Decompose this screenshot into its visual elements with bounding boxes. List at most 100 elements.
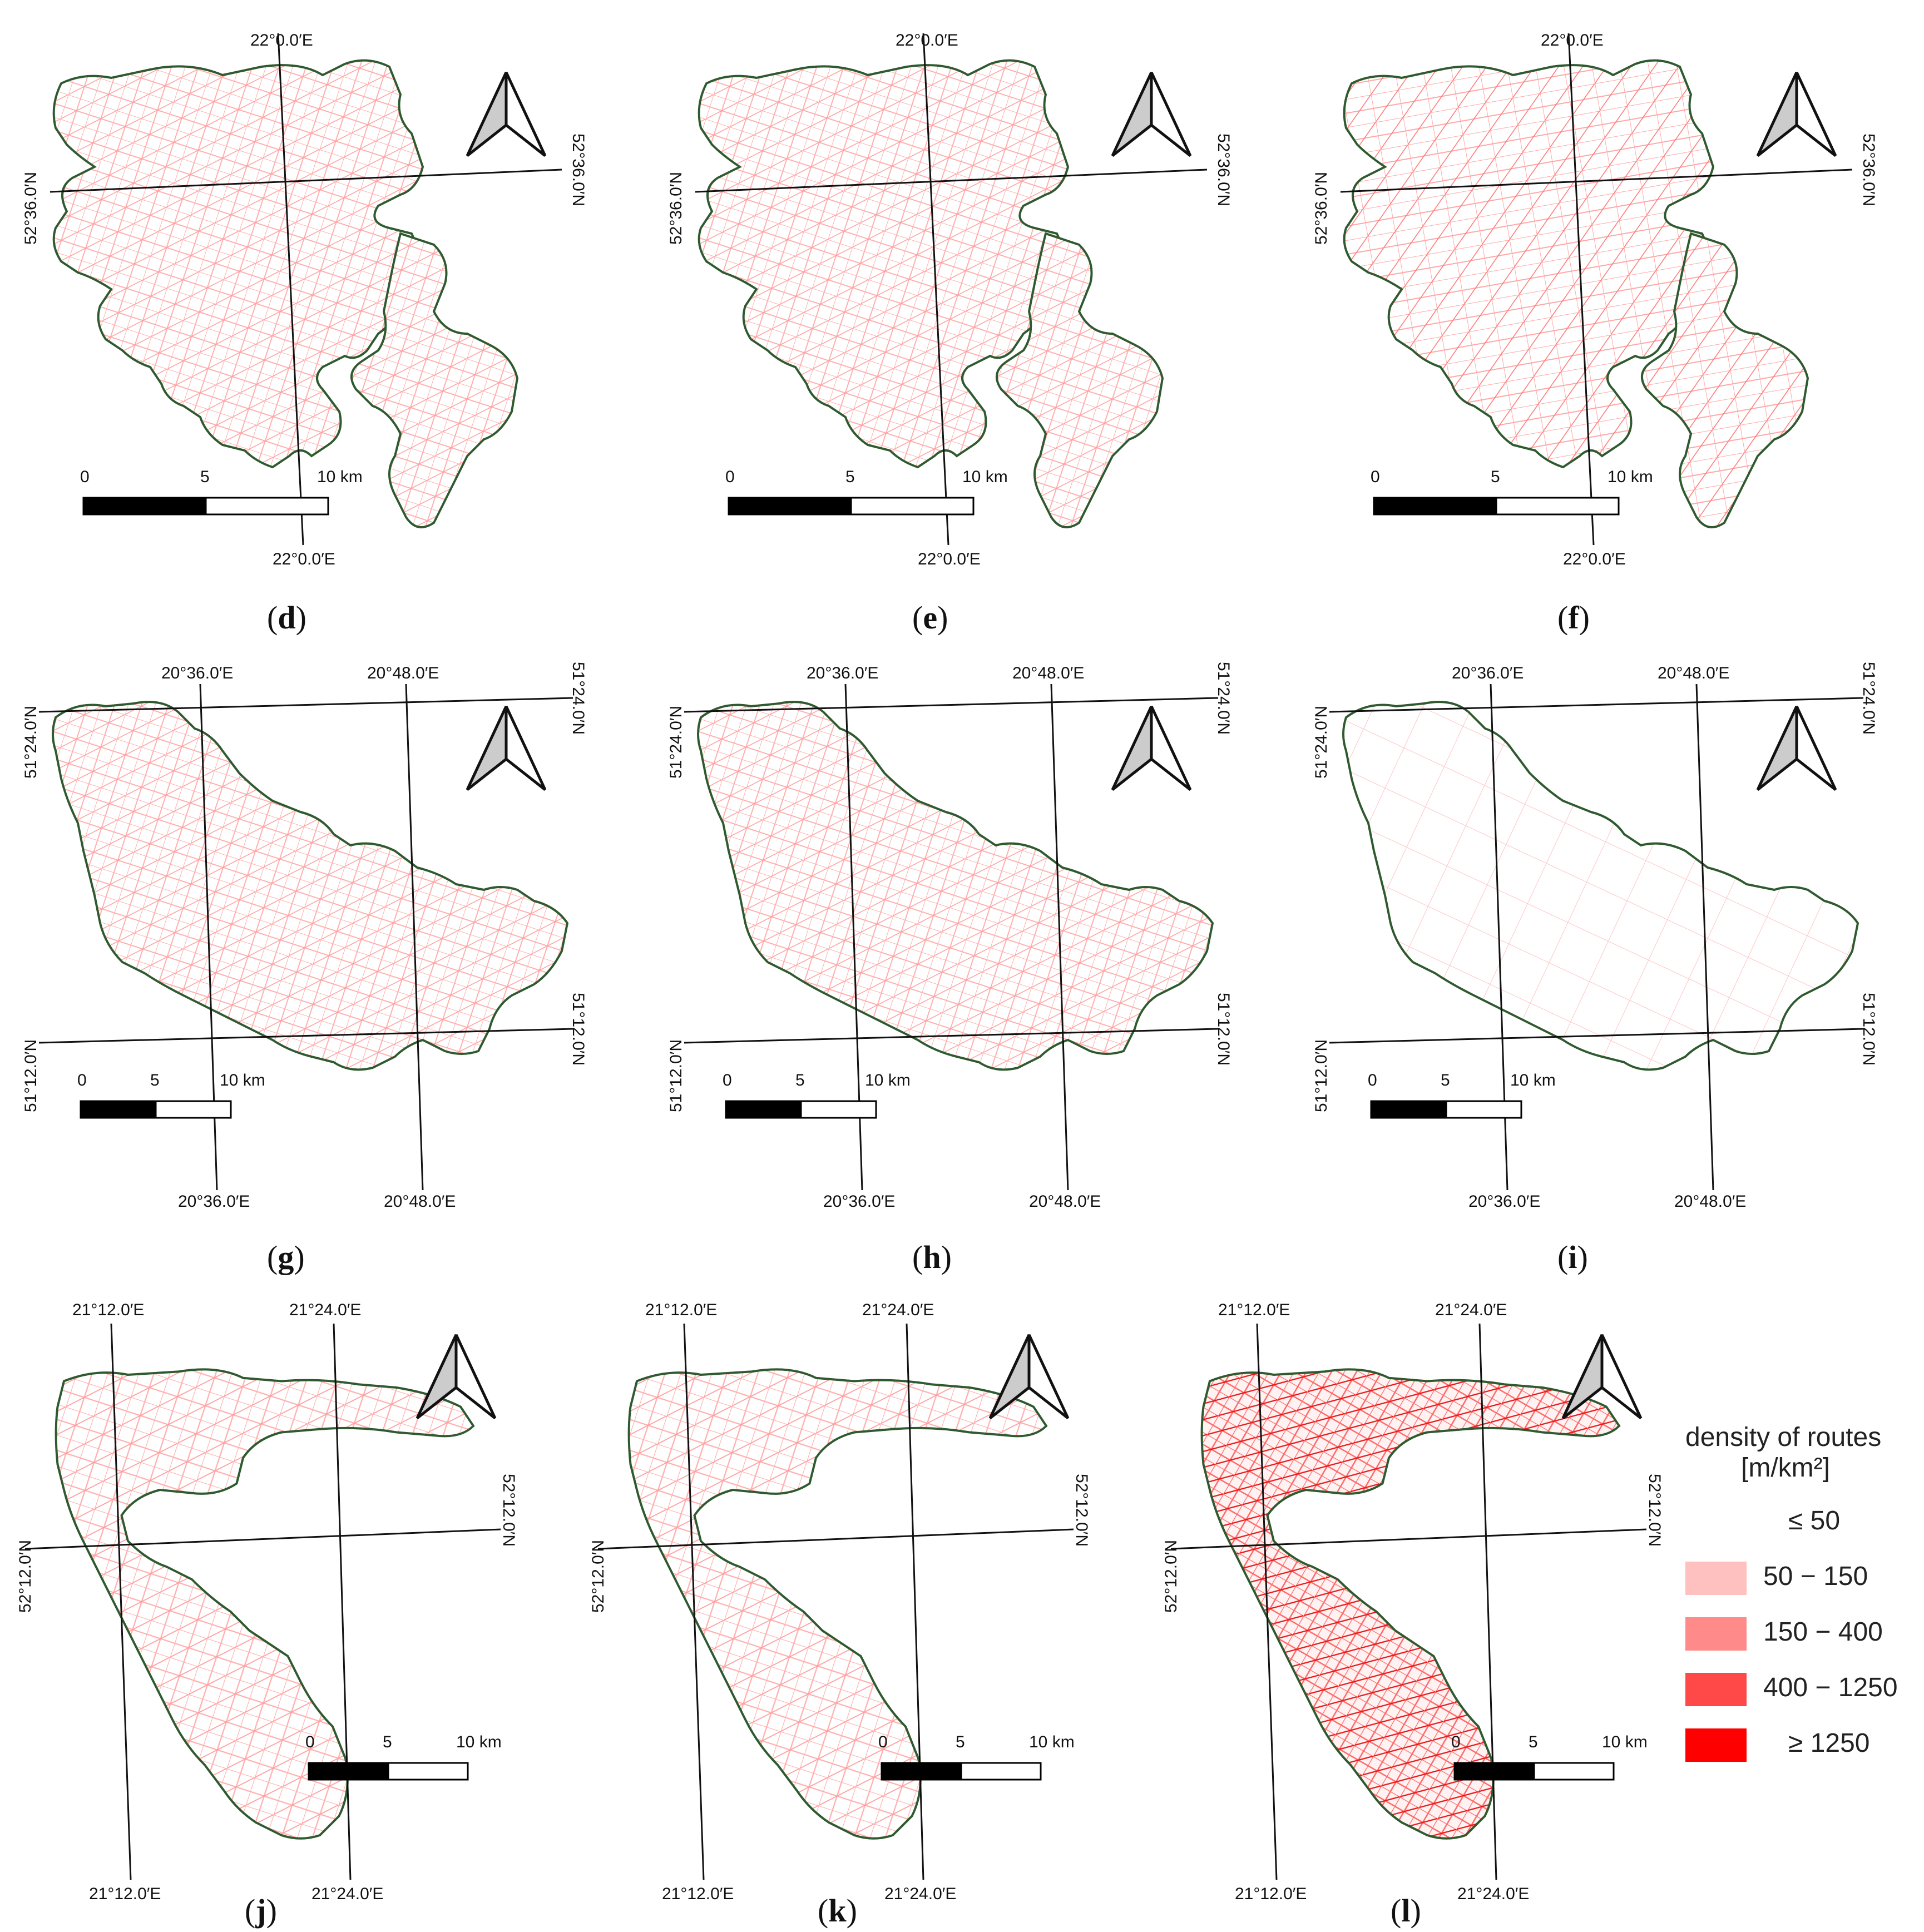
lon-label-top-2: 20°48.0′E [1012,664,1084,682]
scale-label-0: 0 [878,1733,888,1751]
scale-label-0: 0 [725,468,735,486]
legend-classes: ≤ 50 50 − 150 150 − 400 400 − 1250 ≥ 1250 [1685,1506,1898,1762]
lat-label-left: 52°36.0′N [22,172,40,245]
lon-label-top-1: 20°36.0′E [807,664,878,682]
lat-label-left-1: 51°24.0′N [1312,706,1331,779]
scale-label-5: 5 [1491,468,1500,486]
legend-swatch-4 [1685,1728,1747,1762]
north-arrow-icon [1111,71,1192,157]
scale-label-0: 0 [1368,1071,1377,1089]
lon-label-bottom-1: 21°12.0′E [89,1885,161,1903]
lon-label-bottom-2: 20°48.0′E [1029,1192,1101,1211]
lon-label-bottom-2: 21°24.0′E [884,1885,956,1903]
map-panel-k: 21°12.0′E 21°24.0′E 21°12.0′E 21°24.0′E … [589,1301,1091,1929]
lat-label-right-1: 51°24.0′N [1214,662,1233,735]
lon-label-top-2: 21°24.0′E [862,1301,934,1319]
scale-bar: 0 5 10 km [725,468,1008,516]
scale-label-10: 10 km [1510,1071,1556,1089]
scale-label-10: 10 km [865,1071,911,1089]
lon-label-bottom-1: 20°36.0′E [823,1192,895,1211]
north-arrow-icon [1756,705,1837,791]
legend-swatch-3 [1685,1673,1747,1706]
scale-bar: 0 5 10 km [1368,1071,1556,1119]
lon-label-bottom-1: 21°12.0′E [1235,1885,1307,1903]
lon-label-top-2: 21°24.0′E [289,1301,361,1319]
lon-label-bottom-2: 20°48.0′E [384,1192,456,1211]
panel-label-j: (j) [245,1893,277,1929]
scale-label-10: 10 km [1029,1733,1075,1751]
lon-label-top-2: 21°24.0′E [1435,1301,1507,1319]
lat-label-right: 52°36.0′N [569,133,587,206]
lat-label-right: 52°12.0′N [499,1474,518,1547]
scale-label-5: 5 [795,1071,805,1089]
lat-label-left: 52°12.0′N [1162,1540,1180,1613]
scale-label-10: 10 km [1608,468,1653,486]
scale-bar: 0 5 10 km [80,468,363,516]
north-arrow-icon [1756,71,1837,157]
scale-label-10: 10 km [1602,1733,1648,1751]
lon-label-bottom-2: 21°24.0′E [311,1885,383,1903]
legend-swatch-1 [1685,1562,1747,1595]
lat-label-left-2: 51°12.0′N [1312,1039,1331,1112]
lon-label-bottom-1: 21°12.0′E [662,1885,734,1903]
legend-label-3: 400 − 1250 [1763,1673,1898,1702]
lat-label-left-1: 51°24.0′N [22,706,40,779]
lon-label-bottom-1: 20°36.0′E [1468,1192,1540,1211]
legend-label-0: ≤ 50 [1788,1506,1840,1535]
lon-label-bottom: 22°0.0′E [273,550,335,568]
legend: density of routes [m/km²] ≤ 50 50 − 150 15… [1685,1423,1898,1762]
scale-label-0: 0 [77,1071,87,1089]
scale-label-10: 10 km [962,468,1008,486]
scale-bar: 0 5 10 km [305,1733,502,1781]
lon-label-bottom: 22°0.0′E [1563,550,1626,568]
region-polygon [52,59,518,528]
lon-label-bottom-2: 20°48.0′E [1674,1192,1746,1211]
panel-label-l: (l) [1391,1893,1421,1929]
lon-label-top-1: 20°36.0′E [161,664,233,682]
scale-label-10: 10 km [317,468,363,486]
lat-label-left: 52°36.0′N [1312,172,1331,245]
lon-label-top: 22°0.0′E [1541,31,1604,49]
north-arrow-icon [1111,705,1192,791]
north-arrow-icon [466,71,547,157]
scale-label-5: 5 [956,1733,965,1751]
north-arrow-icon [466,705,547,791]
lat-label-right-2: 51°12.0′N [1859,993,1878,1066]
map-panel-j: 21°12.0′E 21°24.0′E 21°12.0′E 21°24.0′E … [16,1301,518,1929]
lat-label-left: 52°12.0′N [16,1540,34,1613]
legend-label-1: 50 − 150 [1763,1562,1868,1591]
legend-label-4: ≥ 1250 [1788,1728,1869,1758]
legend-label-2: 150 − 400 [1763,1617,1883,1647]
lat-label-right: 52°12.0′N [1072,1474,1091,1547]
panel-label-e: (e) [912,600,948,636]
lon-label-top-1: 21°12.0′E [645,1301,717,1319]
scale-bar: 0 5 10 km [1371,468,1653,516]
north-arrow-icon [1561,1334,1643,1419]
scale-bar: 0 5 10 km [1451,1733,1648,1781]
lon-label-top-1: 21°12.0′E [72,1301,144,1319]
region-polygon [698,59,1164,528]
lat-label-right-2: 51°12.0′N [569,993,587,1066]
scale-bar: 0 5 10 km [723,1071,911,1119]
scale-label-0: 0 [80,468,90,486]
scale-label-10: 10 km [220,1071,265,1089]
scale-bar: 0 5 10 km [77,1071,265,1119]
lat-label-right-1: 51°24.0′N [569,662,587,735]
scale-label-0: 0 [1371,468,1380,486]
lon-label-bottom-2: 21°24.0′E [1457,1885,1529,1903]
scale-bar: 0 5 10 km [878,1733,1075,1781]
panel-label-g: (g) [267,1239,305,1275]
map-panel-h: 20°36.0′E 20°48.0′E 20°36.0′E 20°48.0′E … [667,662,1233,1275]
scale-label-5: 5 [1441,1071,1450,1089]
lat-label-left: 52°12.0′N [589,1540,607,1613]
map-panel-l: 21°12.0′E 21°24.0′E 21°12.0′E 21°24.0′E … [1162,1301,1664,1929]
scale-label-0: 0 [305,1733,315,1751]
lon-label-top: 22°0.0′E [896,31,958,49]
scale-label-5: 5 [200,468,210,486]
legend-title: density of routes [1685,1423,1881,1452]
lat-label-right-2: 51°12.0′N [1214,993,1233,1066]
scale-label-0: 0 [723,1071,732,1089]
lat-label-left-2: 51°12.0′N [22,1039,40,1112]
legend-unit: [m/km²] [1741,1453,1830,1483]
